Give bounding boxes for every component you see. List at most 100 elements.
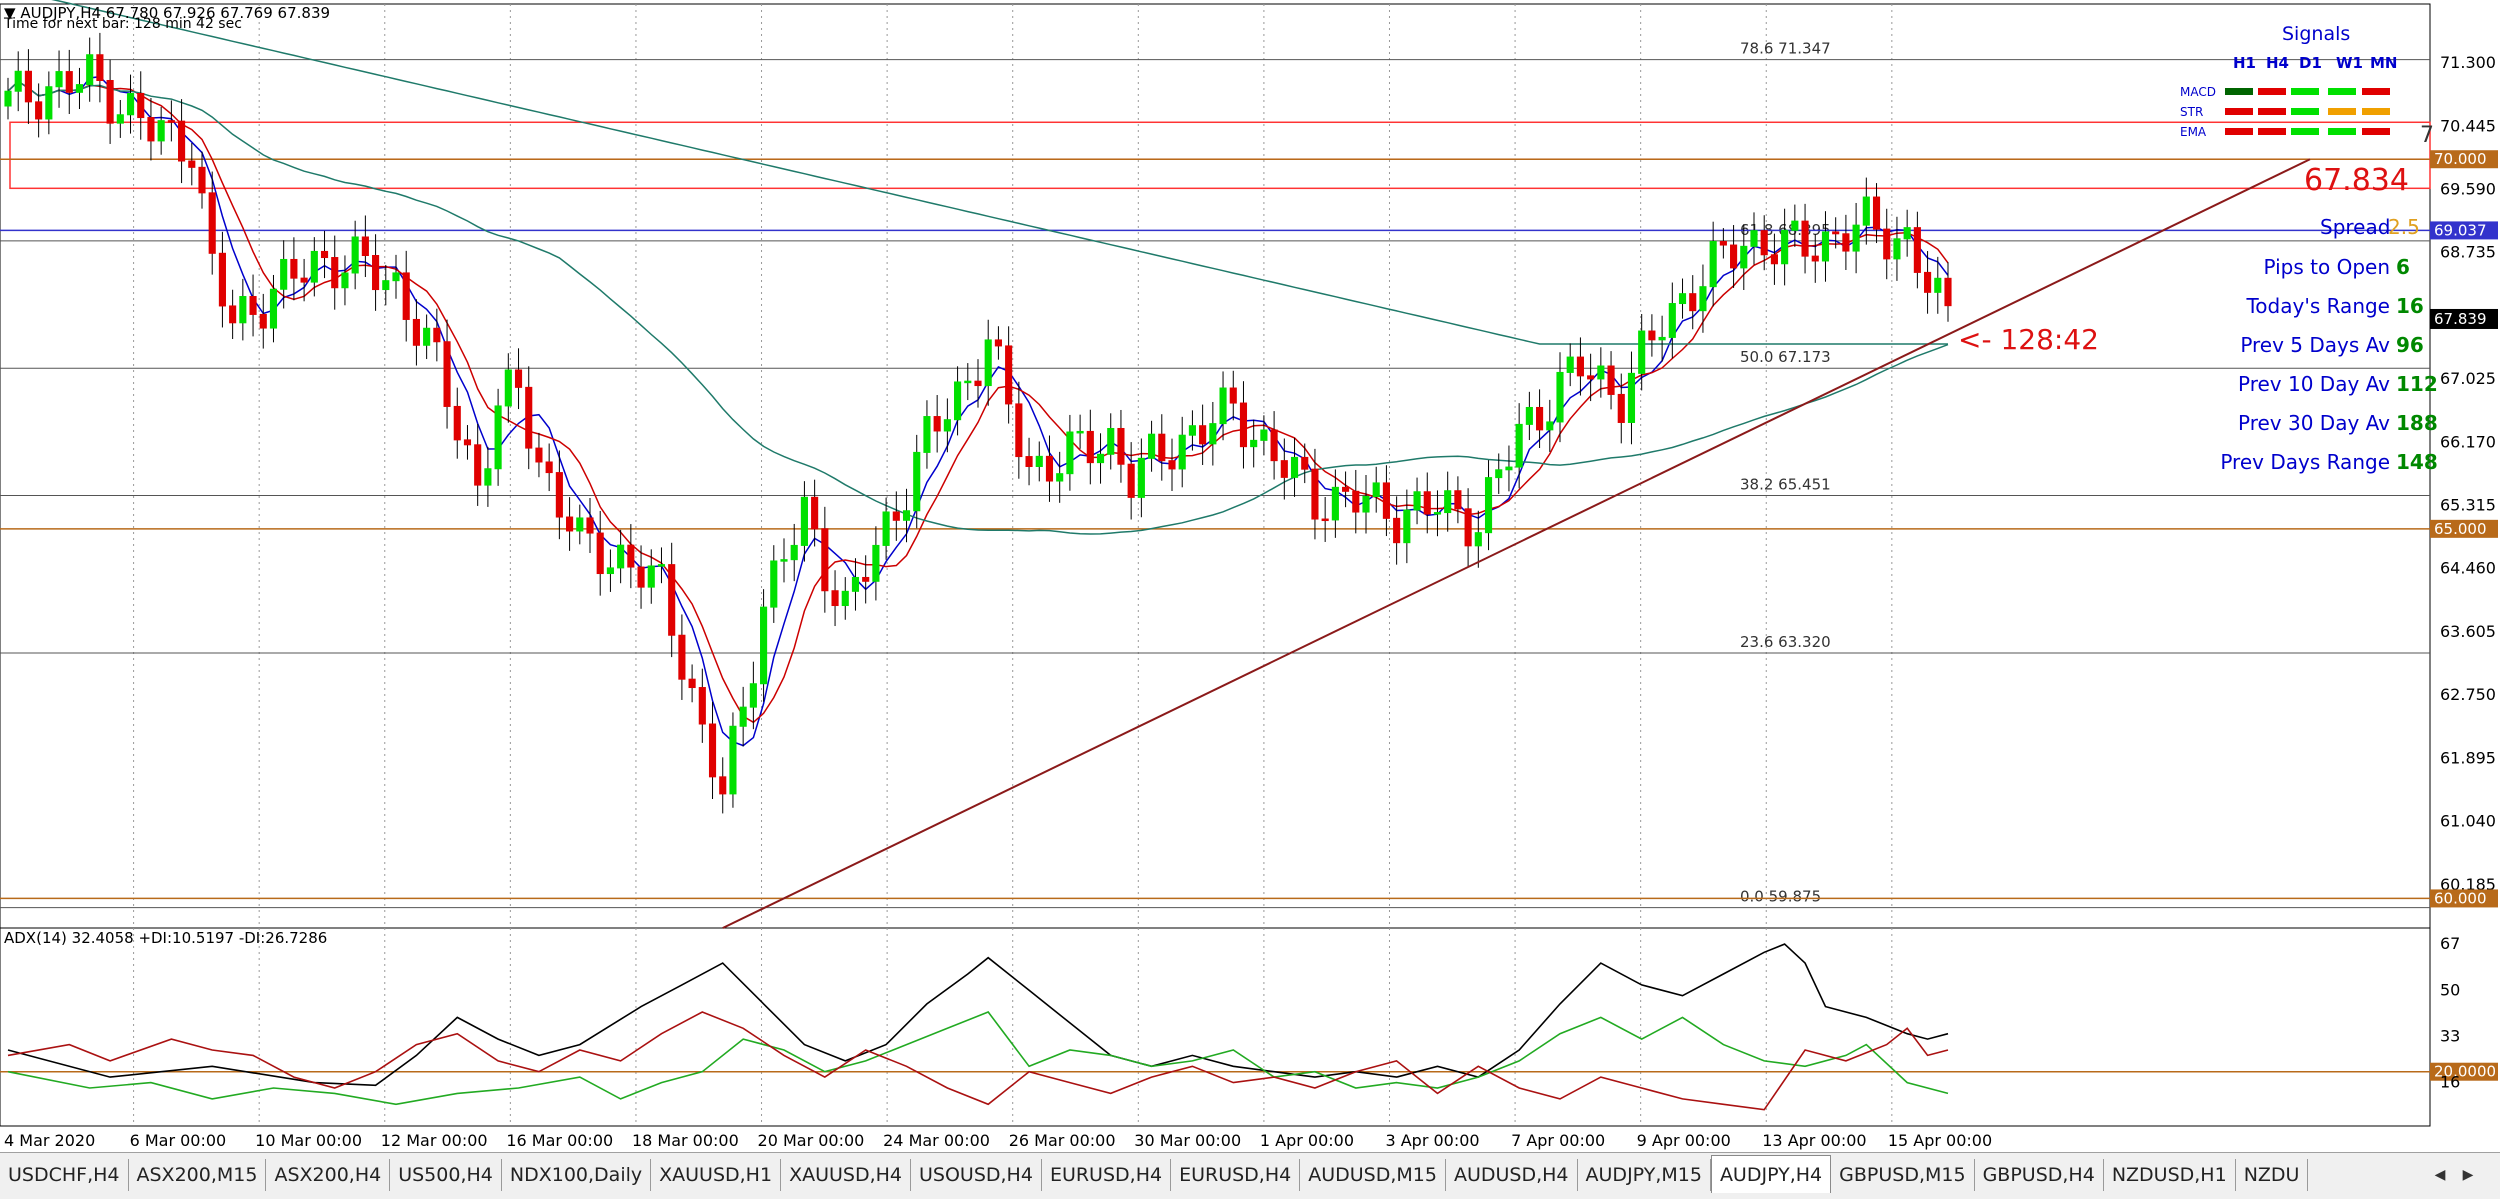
candle [504, 353, 512, 423]
big-price: 67.834 [2304, 163, 2409, 198]
bear-candle-body [1199, 425, 1207, 445]
bull-candle-body [1484, 477, 1493, 534]
y-tick-label: 70.445 [2440, 116, 2496, 135]
bear-candle-body [1913, 227, 1921, 273]
candle [1576, 337, 1584, 396]
stat-value: 112 [2396, 372, 2438, 396]
tab-xauusd-h1[interactable]: XAUUSD,H1 [651, 1159, 782, 1191]
tab-xauusd-h4[interactable]: XAUUSD,H4 [781, 1159, 911, 1191]
candle [1760, 215, 1768, 271]
collapse-arrow-icon[interactable]: ▼ [4, 4, 16, 22]
tab-nzdusd-h1[interactable]: NZDUSD,H1 [2104, 1159, 2236, 1191]
signals-panel: Signals H1 H4 D1 W1 MN MACD STR EMA [2180, 23, 2397, 139]
bull-candle-body [1066, 431, 1074, 475]
price-level-tag [2430, 889, 2498, 908]
x-tick-label: 16 Mar 00:00 [506, 1131, 613, 1150]
bull-candle-body [1362, 495, 1370, 513]
candles [4, 32, 1952, 814]
candle [1883, 208, 1891, 280]
candle [157, 106, 165, 155]
bear-candle-body [555, 472, 563, 518]
candle [1280, 438, 1288, 500]
bear-candle-body [1832, 231, 1840, 235]
tab-eurusd-h4[interactable]: EURUSD,H4 [1042, 1159, 1172, 1191]
price-level-label: 70.000 [2434, 150, 2487, 168]
bear-candle-body [678, 634, 686, 680]
tab-usousd-h4[interactable]: USOUSD,H4 [911, 1159, 1042, 1191]
y-tick-label: 65.315 [2440, 496, 2496, 515]
candle [1648, 314, 1656, 357]
tab-gbpusd-h4[interactable]: GBPUSD,H4 [1975, 1159, 2104, 1191]
bull-candle-body [86, 54, 94, 86]
candle [65, 49, 73, 114]
candle [566, 497, 574, 551]
stat-label: Prev 10 Day Av [2238, 372, 2390, 396]
tab-asx200-h4[interactable]: ASX200,H4 [266, 1159, 391, 1191]
bull-candle-body [269, 288, 278, 329]
tab-audjpy-m15[interactable]: AUDJPY,M15 [1578, 1159, 1711, 1191]
trendline[interactable] [722, 158, 2311, 929]
tab-asx200-m15[interactable]: ASX200,M15 [129, 1159, 267, 1191]
y-tick-label: 63.605 [2440, 622, 2496, 641]
candle [1372, 466, 1380, 513]
tab-audusd-h4[interactable]: AUDUSD,H4 [1446, 1159, 1578, 1191]
candle [1331, 469, 1339, 538]
bull-candle-body [157, 120, 165, 142]
candle [1842, 214, 1850, 271]
tab-usdchf-h4[interactable]: USDCHF,H4 [0, 1159, 129, 1191]
bull-candle-body [14, 70, 22, 92]
candle [749, 661, 757, 730]
bull-candle-body [954, 381, 962, 421]
symbol-tab-bar: USDCHF,H4 ASX200,M15 ASX200,H4 US500,H4 NDX1… [0, 1152, 2500, 1199]
bear-candle-body [545, 461, 553, 474]
bear-candle-body [167, 120, 175, 123]
tab-audusd-m15[interactable]: AUDUSD,M15 [1300, 1159, 1446, 1191]
tab-us500-h4[interactable]: US500,H4 [390, 1159, 502, 1191]
tab-scroll-right-icon[interactable]: ▶ [2462, 1167, 2474, 1183]
candle [1740, 224, 1748, 290]
tab-eurusd-h4[interactable]: EURUSD,H4 [1171, 1159, 1301, 1191]
candle [688, 664, 696, 703]
bear-candle-body [218, 252, 226, 307]
candle [1893, 216, 1901, 281]
price-level-tag [2430, 150, 2498, 169]
candle [351, 220, 359, 290]
candle [1393, 496, 1401, 565]
candle [1862, 177, 1870, 245]
signal-cell [2291, 128, 2319, 135]
x-tick-label: 30 Mar 00:00 [1134, 1131, 1241, 1150]
bull-candle-body [1638, 330, 1646, 374]
bear-candle-body [433, 327, 441, 343]
bear-candle-body [1587, 375, 1595, 380]
bull-candle-body [423, 327, 431, 346]
tab-nzdu[interactable]: NZDU [2236, 1159, 2309, 1191]
bear-candle-body [1454, 490, 1462, 510]
y-tick-label: 60.185 [2440, 875, 2496, 894]
zone-edge-label: 7 [2420, 123, 2434, 148]
bull-candle-body [882, 511, 890, 546]
signal-cell [2225, 88, 2253, 95]
candle [657, 547, 666, 584]
bull-candle-body [341, 272, 349, 289]
tab-gbpusd-m15[interactable]: GBPUSD,M15 [1831, 1159, 1975, 1191]
candle [1229, 370, 1237, 421]
candle [596, 510, 604, 596]
bear-candle-body [719, 776, 727, 795]
candle [1821, 211, 1830, 282]
candle [1178, 416, 1186, 488]
candle [739, 686, 747, 747]
bull-candle-body [606, 567, 614, 575]
tab-ndx100-daily[interactable]: NDX100,Daily [502, 1159, 652, 1191]
candle [453, 387, 461, 459]
spread-value: 2.5 [2388, 215, 2420, 239]
bear-candle-body [974, 380, 982, 387]
bear-candle-body [65, 71, 73, 93]
x-tick-label: 20 Mar 00:00 [758, 1131, 865, 1150]
y-tick-label: 68.735 [2440, 243, 2496, 262]
tab-audjpy-h4[interactable]: AUDJPY,H4 [1710, 1155, 1832, 1193]
candle [698, 668, 706, 743]
bear-candle-body [463, 439, 472, 446]
tab-scroll-left-icon[interactable]: ◀ [2434, 1167, 2446, 1183]
candle [1045, 435, 1054, 502]
